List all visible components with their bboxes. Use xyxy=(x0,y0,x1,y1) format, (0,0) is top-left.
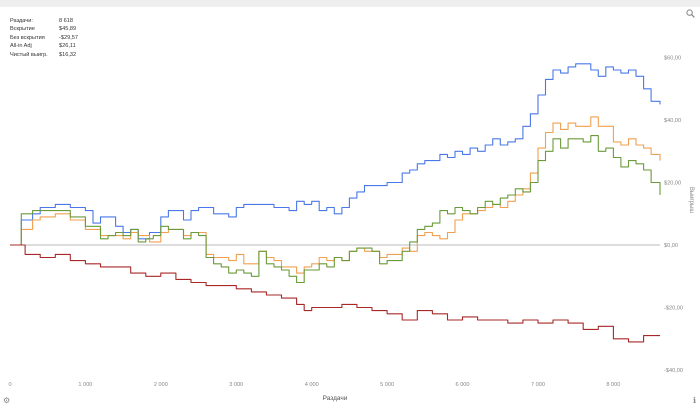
x-tick-label: 7 000 xyxy=(531,382,545,388)
stats-row-hands: Раздачи: 8 618 xyxy=(10,17,78,25)
series-line-4 xyxy=(10,244,660,343)
y-tick-label: $20,00 xyxy=(664,181,681,187)
top-toolbar-strip xyxy=(0,0,700,7)
search-icon[interactable] xyxy=(686,9,695,18)
stats-value: $16,32 xyxy=(59,51,77,58)
stats-value: $45,89 xyxy=(59,26,77,33)
stats-value: 8 618 xyxy=(59,18,73,24)
info-icon[interactable]: ℹ xyxy=(692,396,696,405)
series-line-2 xyxy=(10,116,661,274)
x-tick-label: 0 xyxy=(8,382,11,388)
y-tick-label: $40,00 xyxy=(664,118,681,124)
x-tick-label: 3 000 xyxy=(229,382,243,388)
stats-panel: Раздачи: 8 618 Вскрытие $45,89 Без вскры… xyxy=(10,17,78,59)
stats-value: -$29,57 xyxy=(59,34,78,41)
y-tick-label: $0,00 xyxy=(664,243,678,249)
y-tick-label: $60,00 xyxy=(664,56,681,62)
stats-value: $26,11 xyxy=(59,43,76,50)
stats-label: Вскрытие xyxy=(10,26,35,33)
stats-row-showdown: Вскрытие $45,89 xyxy=(10,25,78,33)
x-tick-label: 2 000 xyxy=(154,382,168,388)
x-tick-label: 1 000 xyxy=(78,382,92,388)
y-tick-label: -$20,00 xyxy=(664,306,683,312)
stats-row-allin-adj: All-in Adj $26,11 xyxy=(10,42,78,50)
x-axis-label: Раздачи xyxy=(323,395,348,402)
stats-label: Чистый выигр. xyxy=(10,51,48,58)
series-line-3 xyxy=(10,135,661,284)
stats-label: All-in Adj xyxy=(10,43,32,50)
stats-row-non-showdown: Без вскрытия -$29,57 xyxy=(10,34,78,42)
stats-label: Без вскрытия xyxy=(10,34,45,41)
series-line-1 xyxy=(10,63,661,246)
gear-icon[interactable]: ⚙ xyxy=(3,396,11,405)
x-tick-label: 8 000 xyxy=(606,382,620,388)
stats-label: Раздачи: xyxy=(10,18,33,24)
x-tick-label: 5 000 xyxy=(380,382,394,388)
y-axis-label: Выигрыш xyxy=(688,187,694,214)
y-tick-label: -$40,00 xyxy=(664,368,683,374)
x-tick-label: 4 000 xyxy=(305,382,319,388)
x-tick-label: 6 000 xyxy=(456,382,470,388)
stats-row-net-won: Чистый выигр. $16,32 xyxy=(10,51,78,59)
